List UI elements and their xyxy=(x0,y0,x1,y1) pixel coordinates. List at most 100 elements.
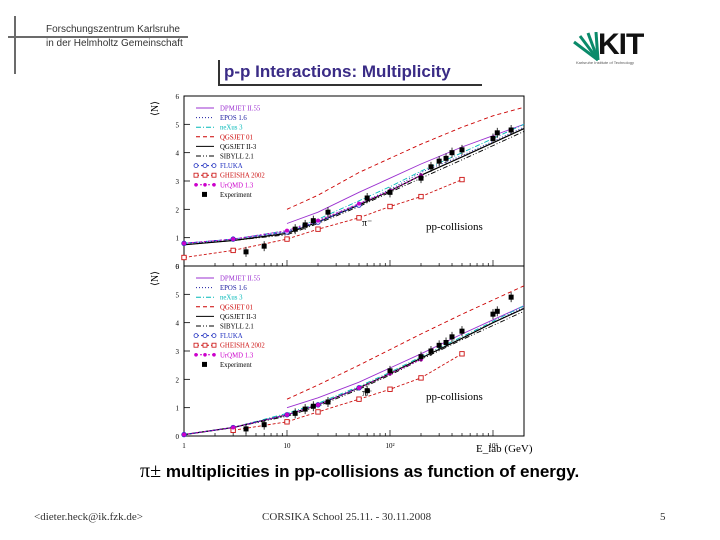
top-y-tick-label: 4 xyxy=(176,150,180,158)
top-legend-swatch-experiment xyxy=(202,191,207,197)
bottom-legend-label: QGSJET 01 xyxy=(220,304,253,311)
bottom-y-tick-label: 2 xyxy=(176,376,180,384)
top-legend-swatch-marker xyxy=(193,172,199,178)
top-urqmd-point xyxy=(284,228,289,233)
top-experiment-point xyxy=(459,147,465,153)
bottom-urqmd-point xyxy=(356,385,361,390)
bottom-experiment-point xyxy=(443,340,449,345)
bottom-experiment-point xyxy=(325,399,331,405)
bottom-legend-swatch-marker xyxy=(202,342,208,348)
top-experiment-point xyxy=(449,150,455,156)
top-experiment-point xyxy=(490,136,496,141)
top-legend-swatch-marker xyxy=(211,172,217,178)
bottom-annotation: pp-collisions xyxy=(426,391,483,403)
bottom-legend-label: EPOS 1.6 xyxy=(220,285,247,292)
top-experiment-point xyxy=(310,218,316,224)
top-legend-swatch-marker xyxy=(202,163,208,168)
bottom-legend-label: UrQMD 1.3 xyxy=(220,352,254,359)
footer-email: <dieter.heck@ik.fzk.de> xyxy=(34,511,143,523)
bottom-x-tick-label: 10² xyxy=(385,442,394,450)
bottom-x-tick-label: 10 xyxy=(283,442,291,450)
top-legend-swatch-marker xyxy=(193,163,199,168)
top-gheisha-point xyxy=(387,203,393,210)
bottom-x-tick-label: 10³ xyxy=(488,442,497,450)
bottom-y-tick-label: 5 xyxy=(176,291,180,299)
bottom-urqmd-point xyxy=(231,425,236,430)
bottom-legend-swatch-marker xyxy=(193,333,199,339)
bottom-experiment-point xyxy=(387,368,393,374)
bottom-series-fluka xyxy=(183,387,360,436)
kit-fan-icon xyxy=(573,32,600,62)
top-legend-swatch-marker xyxy=(212,183,216,187)
bottom-legend-swatch-marker xyxy=(211,342,217,348)
bottom-gheisha-point xyxy=(356,396,362,402)
top-particle-label: π⁻ xyxy=(362,218,372,229)
bottom-urqmd-point xyxy=(182,432,186,437)
bottom-experiment-point xyxy=(508,294,514,300)
top-legend-swatch-marker xyxy=(211,163,217,168)
bottom-legend-swatch-marker xyxy=(211,333,217,339)
top-legend-label: QGSJET II-3 xyxy=(220,144,257,151)
top-y-axis-label: ⟨N⟩ xyxy=(150,101,161,116)
caption-symbol: π± xyxy=(140,460,162,482)
bottom-gheisha-point xyxy=(315,409,321,415)
top-legend-label: QGSJET 01 xyxy=(220,134,253,141)
bottom-experiment-point xyxy=(459,328,465,334)
bottom-legend-swatch-marker xyxy=(212,353,216,357)
bottom-legend-label: QGSJET II-3 xyxy=(220,314,257,321)
bottom-y-tick-label: 0 xyxy=(176,433,180,441)
bottom-experiment-point xyxy=(364,388,370,394)
bottom-experiment-point xyxy=(292,410,298,416)
top-legend-label: EPOS 1.6 xyxy=(220,115,247,122)
top-legend-label: FLUKA xyxy=(220,163,243,170)
bottom-experiment-point xyxy=(261,422,267,428)
bottom-x-tick-label: 1 xyxy=(182,442,186,450)
top-experiment-point xyxy=(508,127,514,133)
top-legend-swatch-marker xyxy=(202,172,208,178)
bottom-legend-swatch-marker xyxy=(193,342,199,348)
bottom-legend-label: FLUKA xyxy=(220,333,243,340)
bottom-legend-label: neXus 3 xyxy=(220,295,243,302)
bottom-x-axis-label: E_lab (GeV) xyxy=(476,443,533,455)
top-experiment-point xyxy=(418,175,424,181)
bottom-legend-label: SIBYLL 2.1 xyxy=(220,324,254,331)
bottom-series-qgsjet-01 xyxy=(286,285,525,400)
top-legend-label: SIBYLL 2.1 xyxy=(220,154,254,161)
kit-logo-subtext: Karlsruhe Institute of Technology xyxy=(576,60,634,65)
top-legend-label: GHEISHA 2002 xyxy=(220,173,265,180)
top-experiment-point xyxy=(494,130,500,136)
bottom-legend-swatch-marker xyxy=(203,353,207,357)
top-legend-label: DPMJET II.55 xyxy=(220,106,261,113)
top-y-tick-label: 2 xyxy=(176,206,180,214)
footer-page-number: 5 xyxy=(660,511,666,523)
org-name-line1: Forschungszentrum Karlsruhe xyxy=(46,24,180,35)
bottom-legend-label: GHEISHA 2002 xyxy=(220,343,265,350)
bottom-series-sibyll-2-1 xyxy=(183,310,525,436)
top-y-tick-label: 5 xyxy=(176,121,180,129)
bottom-y-tick-label: 4 xyxy=(176,320,180,328)
top-series-fluka xyxy=(183,204,360,244)
bottom-y-tick-label: 3 xyxy=(176,348,180,356)
org-logo-bar-vertical xyxy=(14,16,16,74)
bottom-particle-label: π⁺ xyxy=(362,388,372,399)
top-experiment-point xyxy=(387,189,393,195)
kit-logo: KIT Karlsruhe Institute of Technology xyxy=(572,28,652,68)
bottom-experiment-point xyxy=(302,406,308,412)
top-experiment-point xyxy=(243,249,249,255)
org-logo: Forschungszentrum Karlsruhe in der Helmh… xyxy=(8,16,198,74)
bottom-legend-swatch-experiment xyxy=(202,361,207,367)
top-gheisha-point xyxy=(418,193,424,200)
top-urqmd-point xyxy=(316,218,321,223)
top-experiment-point xyxy=(325,209,331,215)
slide-title: p-p Interactions: Multiplicity xyxy=(218,60,482,86)
bottom-series-nexus-3 xyxy=(183,305,525,436)
slide-caption: π± multiplicities in pp-collisions as fu… xyxy=(140,460,610,483)
bottom-experiment-point xyxy=(436,342,442,348)
top-series-qgsjet-01 xyxy=(286,106,525,210)
top-series-nexus-3 xyxy=(183,123,525,244)
bottom-gheisha-point xyxy=(459,351,465,357)
org-name-line2: in der Helmholtz Gemeinschaft xyxy=(46,38,183,49)
top-urqmd-point xyxy=(182,241,186,246)
top-gheisha-point xyxy=(459,176,465,183)
top-experiment-point xyxy=(261,243,267,249)
